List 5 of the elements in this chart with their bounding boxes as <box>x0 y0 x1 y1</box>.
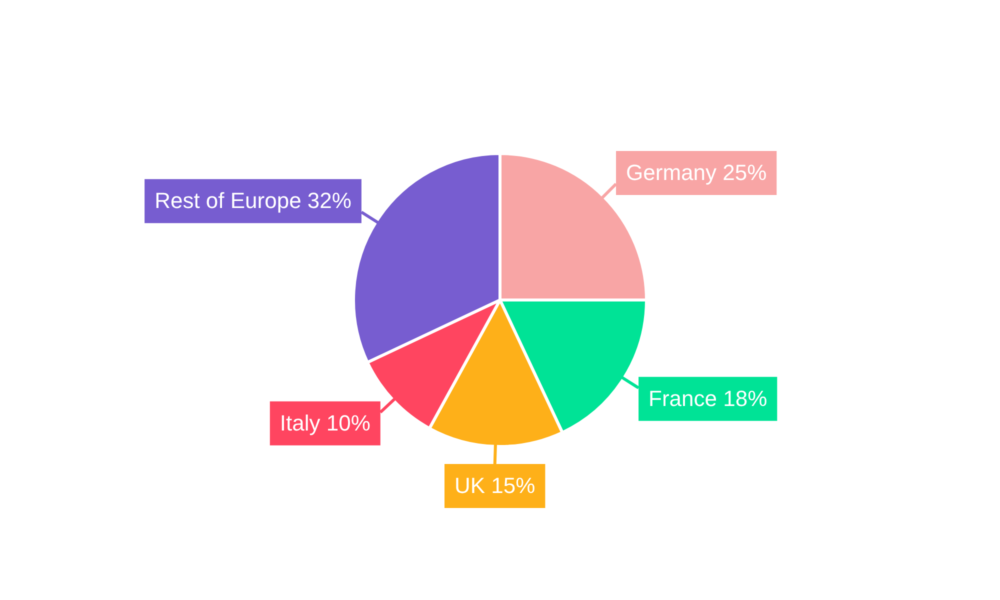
slice-label: France 18% <box>648 386 768 411</box>
slice-label: UK 15% <box>454 473 536 498</box>
slice-label: Italy 10% <box>280 410 370 436</box>
slice-label: Rest of Europe 32% <box>154 188 352 214</box>
slice-label: Germany 25% <box>626 160 767 186</box>
